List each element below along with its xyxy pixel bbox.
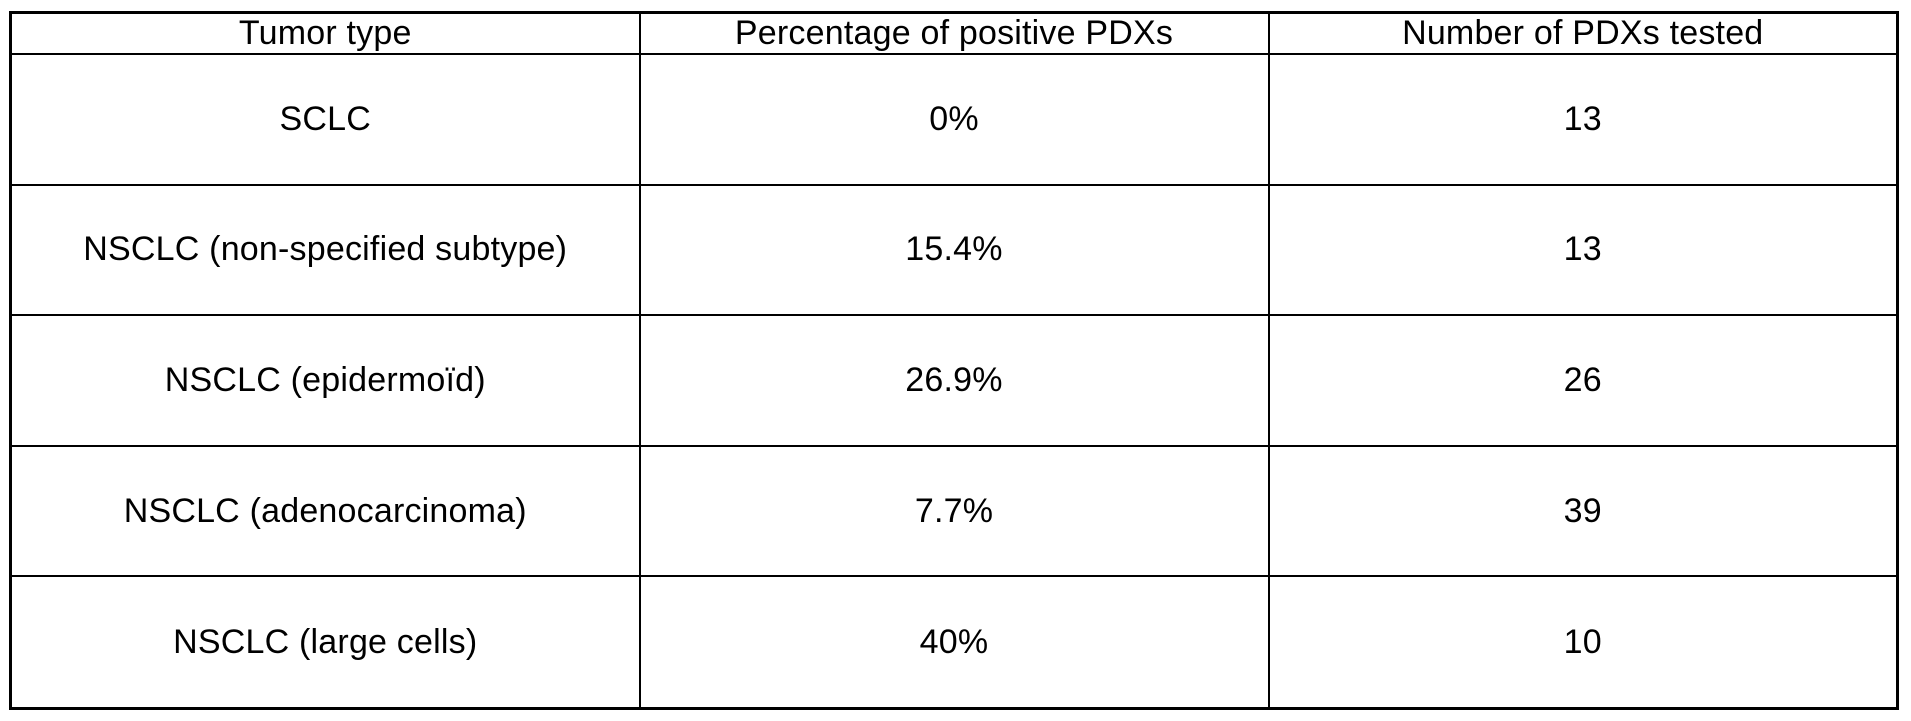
cell-number-tested: 26 <box>1267 314 1899 447</box>
cell-percentage: 26.9% <box>638 314 1270 447</box>
column-header-number-tested: Number of PDXs tested <box>1267 11 1899 55</box>
cell-number-tested: 10 <box>1267 575 1899 710</box>
table-row-nsclc-nonspecified: NSCLC (non-specified subtype) 15.4% 13 <box>9 183 1899 317</box>
cell-percentage: 7.7% <box>638 444 1270 578</box>
pdx-results-table-container: Tumor type Percentage of positive PDXs N… <box>9 11 1899 710</box>
pdx-results-table: Tumor type Percentage of positive PDXs N… <box>9 11 1899 710</box>
cell-tumor-type: NSCLC (epidermoïd) <box>9 314 641 447</box>
column-header-percentage-positive: Percentage of positive PDXs <box>638 11 1270 55</box>
table-row-nsclc-large-cells: NSCLC (large cells) 40% 10 <box>9 575 1899 710</box>
table-row-sclc: SCLC 0% 13 <box>9 53 1899 186</box>
column-header-tumor-type: Tumor type <box>9 11 641 55</box>
table-row-nsclc-adenocarcinoma: NSCLC (adenocarcinoma) 7.7% 39 <box>9 444 1899 578</box>
cell-tumor-type: NSCLC (adenocarcinoma) <box>9 444 641 578</box>
header-row: Tumor type Percentage of positive PDXs N… <box>9 11 1899 55</box>
cell-number-tested: 39 <box>1267 444 1899 578</box>
cell-percentage: 0% <box>638 53 1270 186</box>
cell-tumor-type: NSCLC (large cells) <box>9 575 641 710</box>
cell-tumor-type: NSCLC (non-specified subtype) <box>9 183 641 317</box>
cell-number-tested: 13 <box>1267 53 1899 186</box>
cell-number-tested: 13 <box>1267 183 1899 317</box>
cell-percentage: 15.4% <box>638 183 1270 317</box>
cell-tumor-type: SCLC <box>9 53 641 186</box>
table-row-nsclc-epidermoid: NSCLC (epidermoïd) 26.9% 26 <box>9 314 1899 447</box>
cell-percentage: 40% <box>638 575 1270 710</box>
